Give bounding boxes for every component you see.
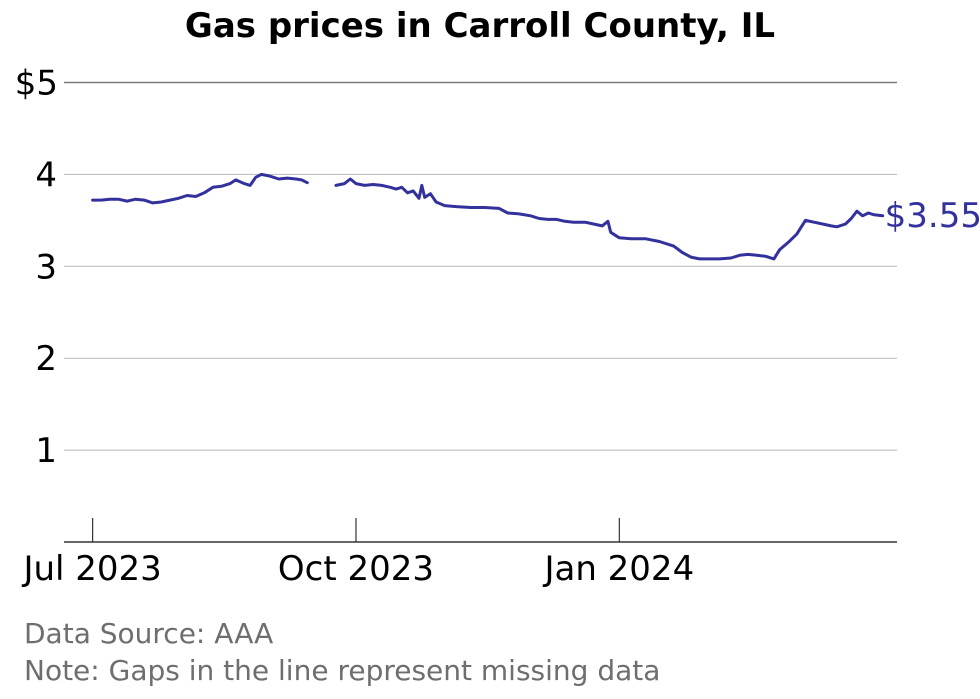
y-tick-label: $5 <box>15 64 58 104</box>
chart-title: Gas prices in Carroll County, IL <box>185 6 775 46</box>
x-tick-label: Jan 2024 <box>542 549 694 589</box>
line-chart: Gas prices in Carroll County, IL 1234$5 … <box>15 6 980 589</box>
y-tick-label: 4 <box>35 155 57 195</box>
y-tick-label: 2 <box>35 339 57 379</box>
y-tick-label: 1 <box>35 431 57 471</box>
missing-data-note: Note: Gaps in the line represent missing… <box>24 654 661 687</box>
x-tick-label: Oct 2023 <box>278 549 434 589</box>
price-line-segment-1 <box>91 172 309 205</box>
data-source-note: Data Source: AAA <box>24 617 274 650</box>
y-tick-label: 3 <box>35 247 57 287</box>
y-axis-ticks: 1 2 3 4 $5 <box>15 64 58 472</box>
series-lines <box>91 172 885 261</box>
end-value-label: $3.55 <box>885 196 980 236</box>
x-axis: Jul 2023 Oct 2023 Jan 2024 <box>21 518 897 589</box>
gridlines <box>64 81 897 451</box>
price-line-segment-2 <box>334 177 885 261</box>
x-tick-label: Jul 2023 <box>21 549 161 589</box>
